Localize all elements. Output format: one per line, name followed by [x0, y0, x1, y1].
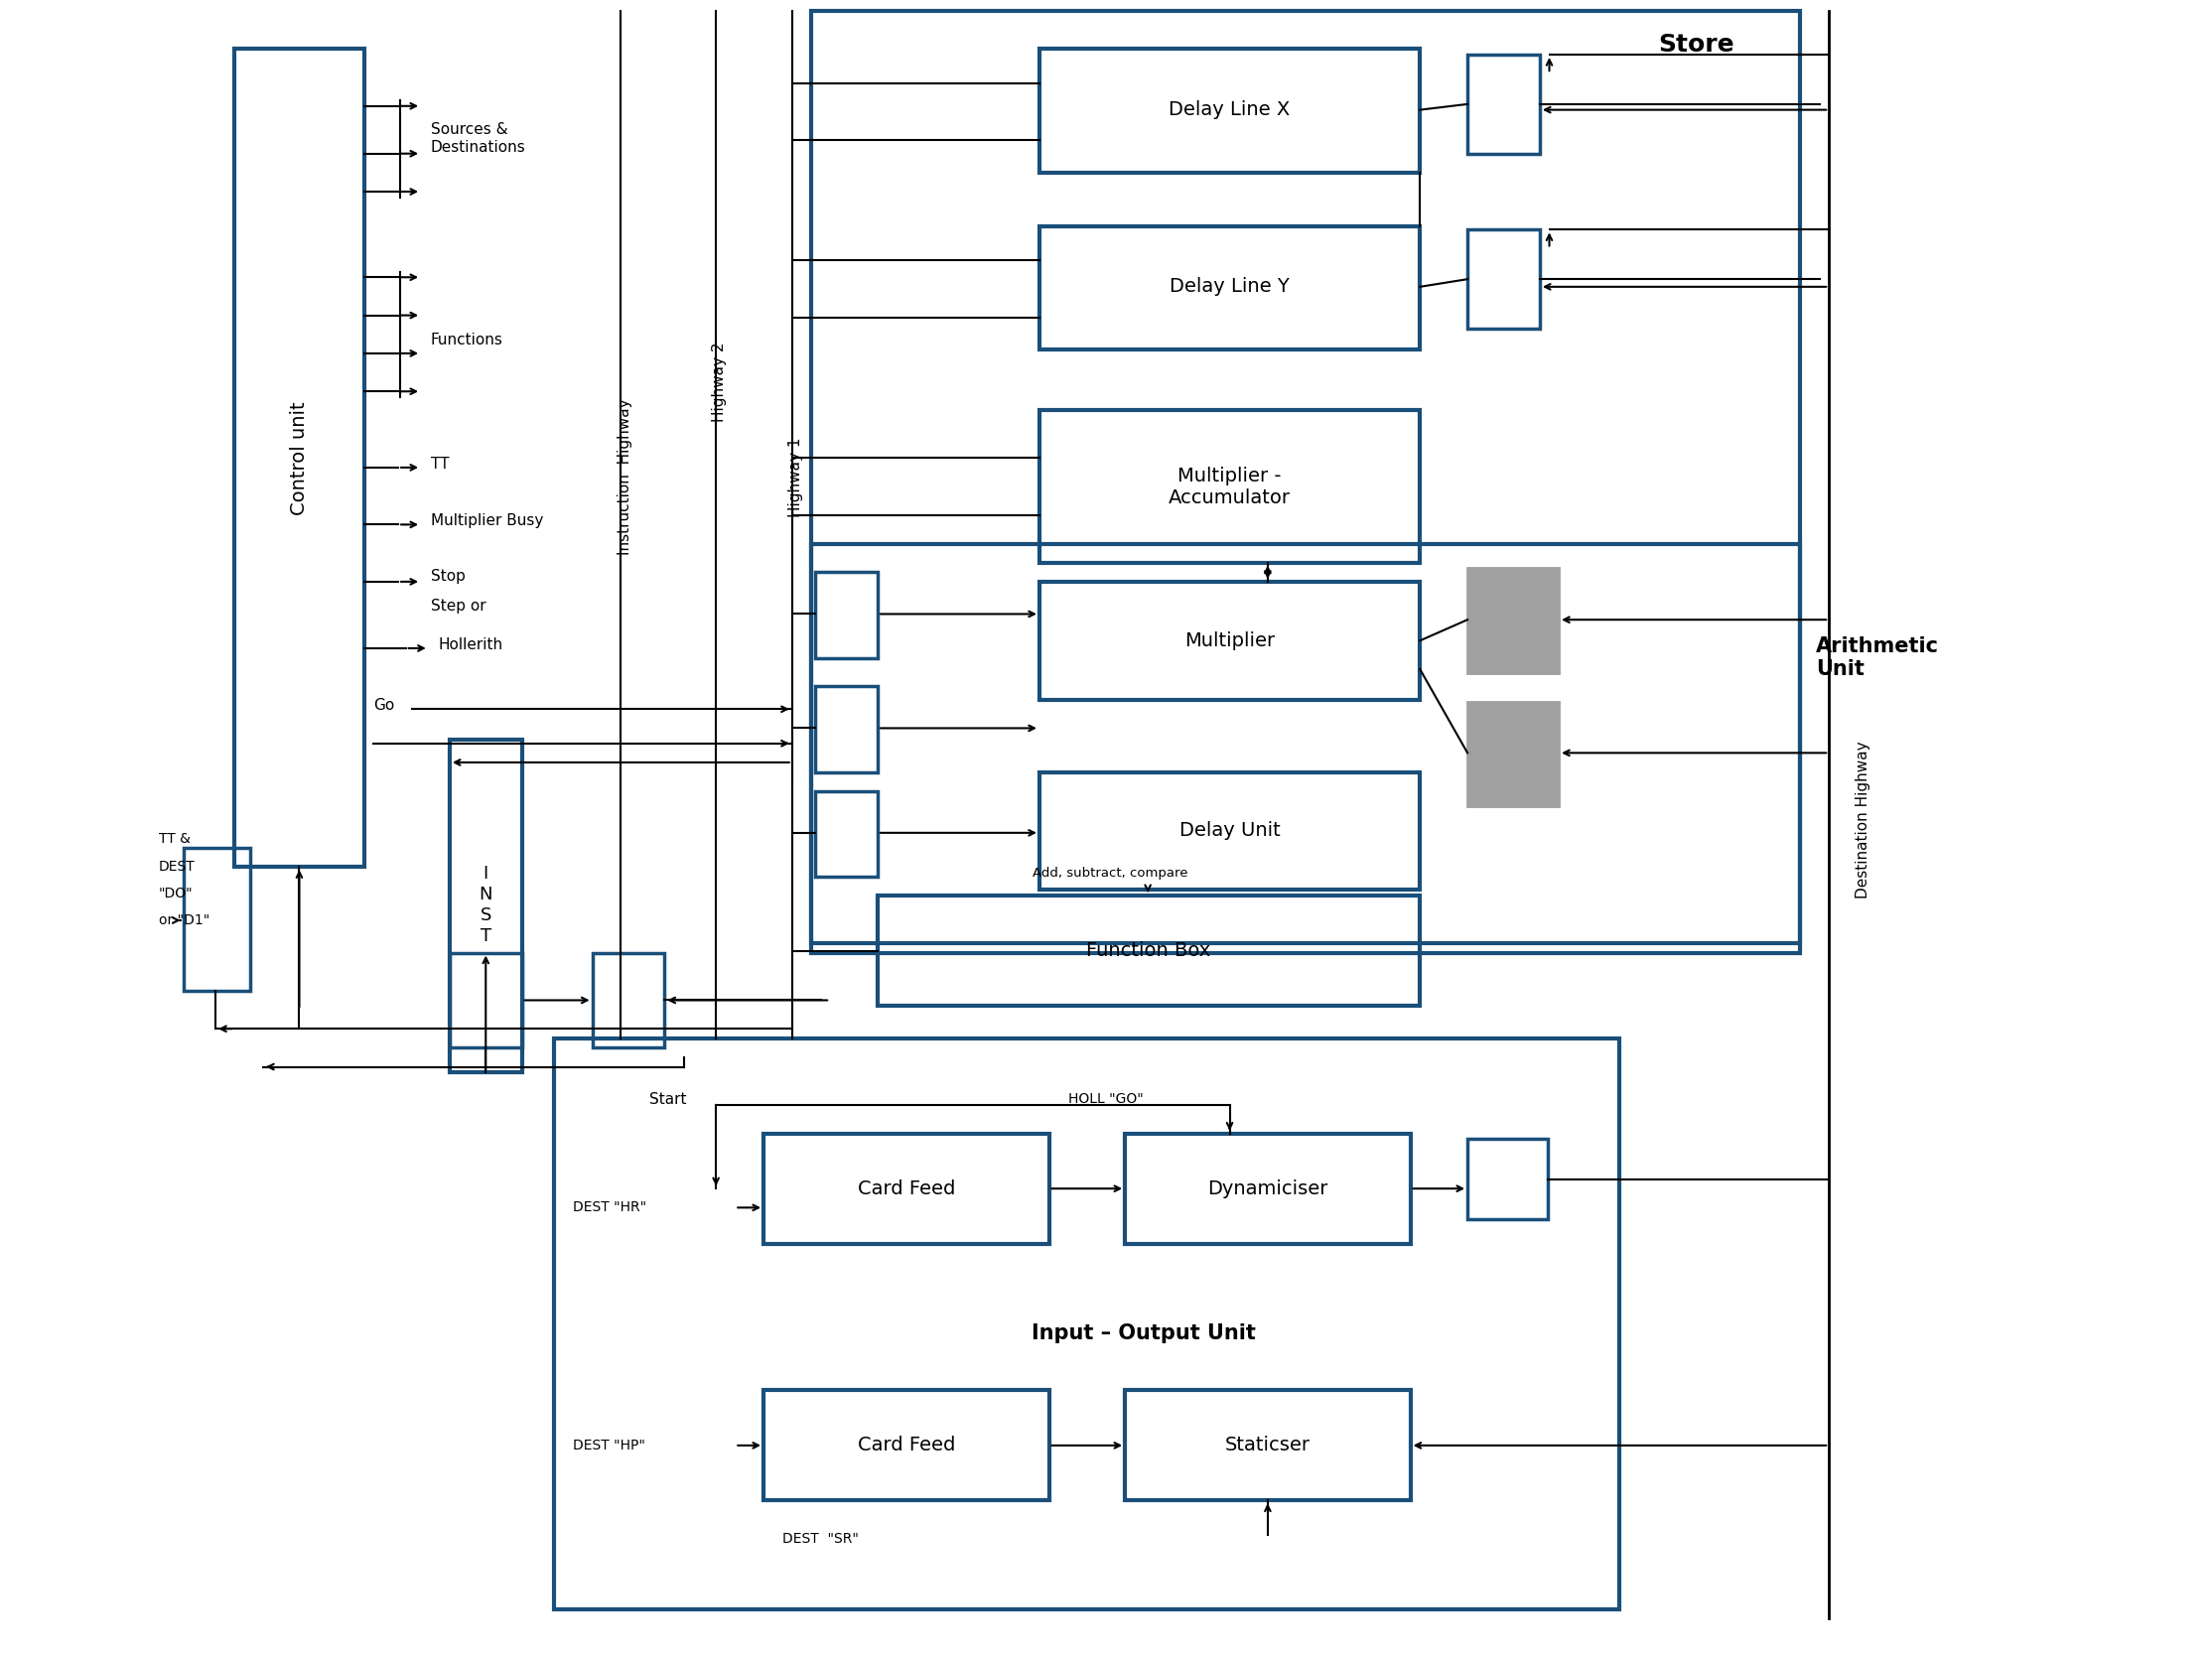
Text: Delay Line Y: Delay Line Y	[1170, 277, 1290, 297]
Bar	[593, 953, 664, 1048]
Text: Add, subtract, compare: Add, subtract, compare	[1033, 867, 1188, 879]
Bar	[812, 12, 1801, 943]
Bar	[234, 50, 365, 867]
Text: Input – Output Unit: Input – Output Unit	[1033, 1323, 1256, 1343]
Bar	[763, 1391, 1048, 1500]
Bar	[814, 791, 878, 877]
Text: DEST: DEST	[159, 861, 195, 874]
Bar	[555, 1038, 1619, 1608]
Text: Sources &
Destinations: Sources & Destinations	[431, 123, 526, 154]
Bar	[449, 953, 522, 1048]
Text: Destination Highway: Destination Highway	[1856, 741, 1871, 899]
Text: Stop: Stop	[431, 569, 465, 584]
Text: Delay Line X: Delay Line X	[1168, 101, 1290, 119]
Bar	[184, 847, 250, 991]
Text: Step or: Step or	[431, 599, 487, 613]
Text: DEST "HR": DEST "HR"	[573, 1200, 646, 1215]
Text: Delay Unit: Delay Unit	[1179, 821, 1281, 841]
Bar	[1467, 55, 1540, 154]
Text: TT &: TT &	[159, 832, 190, 846]
Text: Go: Go	[374, 698, 394, 713]
Text: Hollerith: Hollerith	[438, 637, 502, 652]
Text: "DO": "DO"	[159, 887, 192, 900]
Bar	[814, 686, 878, 773]
Bar	[1467, 569, 1559, 673]
Text: Multiplier Busy: Multiplier Busy	[431, 514, 544, 529]
Bar	[1467, 1139, 1548, 1219]
Text: Start: Start	[650, 1091, 686, 1106]
Text: Arithmetic
Unit: Arithmetic Unit	[1816, 637, 1938, 680]
Text: Multiplier -
Accumulator: Multiplier - Accumulator	[1168, 466, 1292, 507]
Text: Staticser: Staticser	[1225, 1436, 1310, 1454]
Bar	[814, 572, 878, 658]
Bar	[812, 544, 1801, 953]
Text: Card Feed: Card Feed	[858, 1179, 956, 1199]
Bar	[1040, 582, 1420, 700]
Text: I
N
S
T: I N S T	[480, 865, 493, 945]
Text: or "D1": or "D1"	[159, 914, 210, 927]
Text: HOLL "GO": HOLL "GO"	[1068, 1093, 1144, 1106]
Text: Highway 1: Highway 1	[787, 438, 803, 517]
Text: Dynamiciser: Dynamiciser	[1208, 1179, 1327, 1199]
Text: DEST  "SR": DEST "SR"	[783, 1532, 858, 1545]
Text: Highway 2: Highway 2	[712, 342, 728, 421]
Bar	[1040, 773, 1420, 890]
Text: Card Feed: Card Feed	[858, 1436, 956, 1454]
Text: Store: Store	[1657, 33, 1734, 56]
Text: TT: TT	[431, 456, 449, 471]
Text: Instruction  Highway: Instruction Highway	[617, 400, 633, 555]
Bar	[1040, 411, 1420, 562]
Bar	[1126, 1391, 1411, 1500]
Bar	[1040, 50, 1420, 172]
Bar	[1467, 701, 1559, 806]
Bar	[878, 895, 1420, 1006]
Bar	[763, 1134, 1048, 1244]
Bar	[449, 739, 522, 1073]
Text: DEST "HP": DEST "HP"	[573, 1439, 646, 1452]
Text: Multiplier: Multiplier	[1183, 632, 1274, 650]
Text: Control unit: Control unit	[290, 401, 310, 516]
Bar	[1040, 225, 1420, 350]
Bar	[1467, 230, 1540, 328]
Text: Functions: Functions	[431, 333, 502, 348]
Bar	[1126, 1134, 1411, 1244]
Text: Function Box: Function Box	[1086, 942, 1210, 960]
